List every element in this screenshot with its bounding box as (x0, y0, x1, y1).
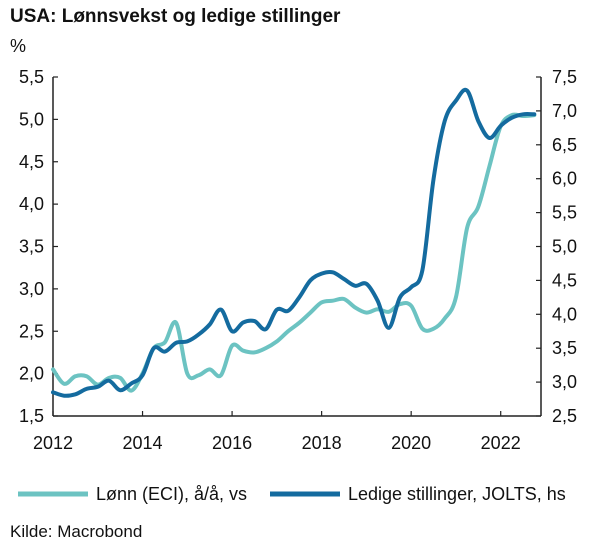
right-tick-label: 2,5 (552, 406, 577, 426)
chart-axes (52, 77, 542, 417)
right-tick-label: 7,5 (552, 67, 577, 87)
x-tick-label: 2018 (302, 433, 342, 453)
right-tick-label: 7,0 (552, 101, 577, 121)
left-tick-label: 5,5 (19, 67, 44, 87)
right-axis-ticks: 2,5 3,0 3,5 4,0 4,5 5,0 5,5 6,0 6,5 7,0 7,5 (536, 67, 577, 426)
legend-item-job-openings-label: Ledige stillinger, JOLTS, hs (348, 484, 566, 504)
right-tick-label: 6,5 (552, 135, 577, 155)
source-label: Kilde: Macrobond (10, 522, 143, 541)
left-tick-label: 2,0 (19, 364, 44, 384)
chart-title: USA: Lønnsvekst og ledige stillinger (10, 6, 341, 27)
left-tick-label: 3,0 (19, 279, 44, 299)
left-tick-label: 3,5 (19, 237, 44, 257)
right-tick-label: 5,5 (552, 203, 577, 223)
right-tick-label: 4,0 (552, 304, 577, 324)
right-tick-label: 6,0 (552, 169, 577, 189)
legend-item-wages-label: Lønn (ECI), å/å, vs (96, 484, 247, 504)
left-axis-ticks: 1,5 2,0 2,5 3,0 3,5 4,0 4,5 5,0 5,5 (19, 67, 58, 426)
chart-legend: Lønn (ECI), å/å, vs Ledige stillinger, JO… (18, 484, 566, 504)
x-tick-label: 2014 (123, 433, 163, 453)
left-tick-label: 4,0 (19, 194, 44, 214)
series-line-wages (51, 112, 537, 393)
x-tick-label: 2012 (33, 433, 73, 453)
unit-label: % (10, 36, 27, 56)
right-tick-label: 4,5 (552, 270, 577, 290)
left-tick-label: 1,5 (19, 406, 44, 426)
right-tick-label: 3,5 (552, 338, 577, 358)
series-line-job-openings (51, 87, 537, 398)
left-tick-label: 2,5 (19, 321, 44, 341)
left-tick-label: 5,0 (19, 109, 44, 129)
right-tick-label: 5,0 (552, 237, 577, 257)
left-tick-label: 4,5 (19, 152, 44, 172)
chart-lines (51, 87, 537, 398)
right-tick-label: 3,0 (552, 372, 577, 392)
x-tick-label: 2022 (481, 433, 521, 453)
x-tick-label: 2016 (212, 433, 252, 453)
x-axis-ticks: 2012 2014 2016 2018 2020 2022 (33, 411, 521, 453)
x-tick-label: 2020 (391, 433, 431, 453)
